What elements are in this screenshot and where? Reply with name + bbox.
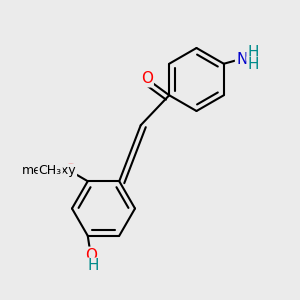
Text: methoxy: methoxy xyxy=(21,164,76,177)
Text: N: N xyxy=(236,52,248,67)
Text: O: O xyxy=(64,163,76,178)
Text: CH₃: CH₃ xyxy=(39,164,62,177)
Text: O: O xyxy=(85,248,97,263)
Text: H: H xyxy=(88,258,100,273)
Text: O: O xyxy=(141,71,153,86)
Text: H: H xyxy=(247,45,259,60)
Text: H: H xyxy=(247,57,259,72)
